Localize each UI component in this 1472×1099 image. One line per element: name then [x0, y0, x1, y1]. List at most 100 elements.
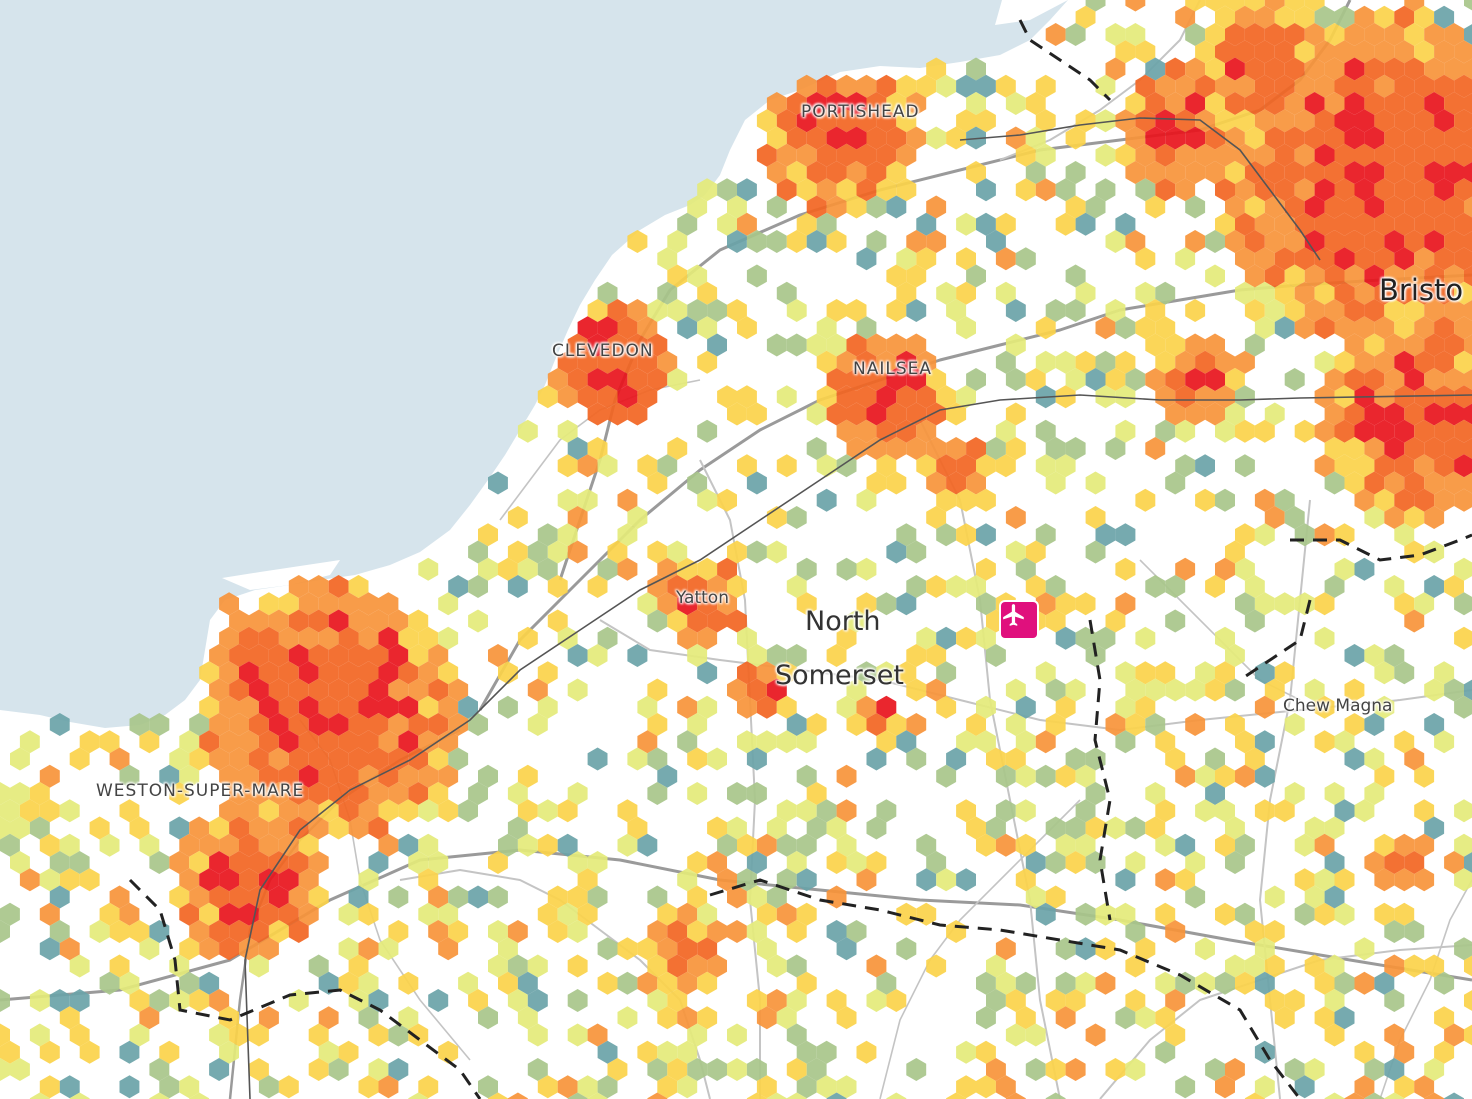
density-hex — [338, 626, 359, 650]
density-hex — [1274, 74, 1295, 98]
density-hex — [826, 333, 847, 357]
density-hex — [0, 833, 20, 857]
density-hex — [627, 644, 648, 667]
density-hex — [926, 368, 947, 391]
density-hex — [219, 695, 239, 719]
density-hex — [1404, 57, 1425, 81]
density-hex — [1105, 437, 1126, 460]
density-hex — [278, 902, 299, 926]
density-hex — [209, 747, 230, 771]
density-hex — [1215, 385, 1235, 409]
density-hex — [906, 747, 927, 771]
density-hex — [886, 540, 907, 564]
density-hex — [1304, 1058, 1325, 1081]
density-hex — [438, 764, 459, 788]
density-hex — [966, 161, 986, 184]
density-hex — [527, 540, 548, 564]
density-hex — [697, 971, 718, 995]
density-hex — [288, 678, 309, 702]
density-hex — [667, 989, 688, 1012]
density-hex — [1155, 1006, 1176, 1030]
density-hex — [647, 713, 668, 736]
density-hex — [1364, 195, 1385, 219]
density-hex — [1065, 368, 1086, 391]
density-hex — [1244, 264, 1265, 288]
density-hex — [1414, 454, 1435, 478]
density-hex — [976, 109, 996, 133]
density-hex — [278, 695, 299, 719]
density-hex — [0, 902, 20, 926]
density-hex — [677, 868, 698, 892]
density-hex — [547, 575, 568, 598]
density-hex — [1454, 833, 1472, 857]
density-hex — [836, 799, 857, 823]
density-hex — [1235, 592, 1255, 616]
density-hex — [1404, 851, 1425, 874]
density-hex — [338, 902, 359, 926]
density-hex — [488, 920, 508, 943]
density-hex — [926, 437, 947, 460]
density-hex — [1464, 472, 1472, 494]
density-hex — [786, 333, 807, 357]
density-hex — [1264, 161, 1285, 184]
density-hex — [567, 989, 588, 1012]
density-hex — [1005, 506, 1026, 529]
density-hex — [1434, 454, 1455, 478]
density-hex — [1215, 5, 1235, 29]
density-hex — [1414, 5, 1435, 29]
density-hex — [308, 713, 329, 736]
density-hex — [1384, 506, 1405, 529]
density-hex — [268, 920, 289, 943]
density-hex — [1324, 161, 1345, 184]
density-hex — [1464, 93, 1472, 114]
density-hex — [856, 385, 877, 409]
density-hex — [1095, 74, 1116, 98]
density-hex — [1304, 161, 1325, 184]
density-hex — [846, 195, 867, 219]
density-hex — [129, 713, 150, 736]
density-hex — [1394, 419, 1415, 443]
density-hex — [1274, 799, 1295, 823]
boundary-segment — [1290, 533, 1472, 562]
density-hex — [1424, 816, 1445, 840]
density-hex — [1404, 402, 1425, 426]
density-hex — [1454, 592, 1472, 616]
density-hex — [328, 609, 349, 633]
density-hex — [179, 833, 200, 857]
density-hex — [189, 920, 210, 943]
density-hex — [846, 161, 867, 184]
density-hex — [1215, 109, 1235, 133]
density-hex — [1314, 419, 1335, 443]
density-hex — [816, 1075, 837, 1099]
density-hex — [776, 902, 797, 926]
density-hex — [1284, 368, 1305, 391]
density-hex — [1444, 368, 1464, 391]
density-hex — [1105, 230, 1126, 253]
density-hex — [1294, 1075, 1315, 1099]
density-hex — [428, 782, 449, 805]
density-hex — [1404, 0, 1425, 12]
density-hex — [1364, 230, 1385, 253]
density-hex — [1364, 23, 1385, 46]
density-hex — [926, 954, 947, 978]
density-hex — [876, 109, 897, 133]
density-hex — [1244, 161, 1265, 184]
density-hex — [209, 885, 230, 909]
density-hex — [1244, 299, 1265, 322]
density-hex — [488, 1092, 508, 1099]
density-hex — [866, 230, 887, 253]
density-hex — [896, 902, 917, 926]
airport-marker[interactable] — [1001, 602, 1037, 638]
density-hex — [1344, 92, 1365, 115]
density-hex — [806, 713, 827, 736]
density-hex — [1225, 195, 1245, 219]
density-hex — [976, 557, 996, 581]
density-hex — [1434, 40, 1455, 64]
density-hex — [1225, 644, 1245, 667]
density-hex — [647, 954, 668, 978]
density-hex — [179, 730, 200, 754]
density-hex — [39, 1040, 60, 1064]
density-hex — [597, 1075, 618, 1099]
density-hex — [1434, 74, 1455, 98]
